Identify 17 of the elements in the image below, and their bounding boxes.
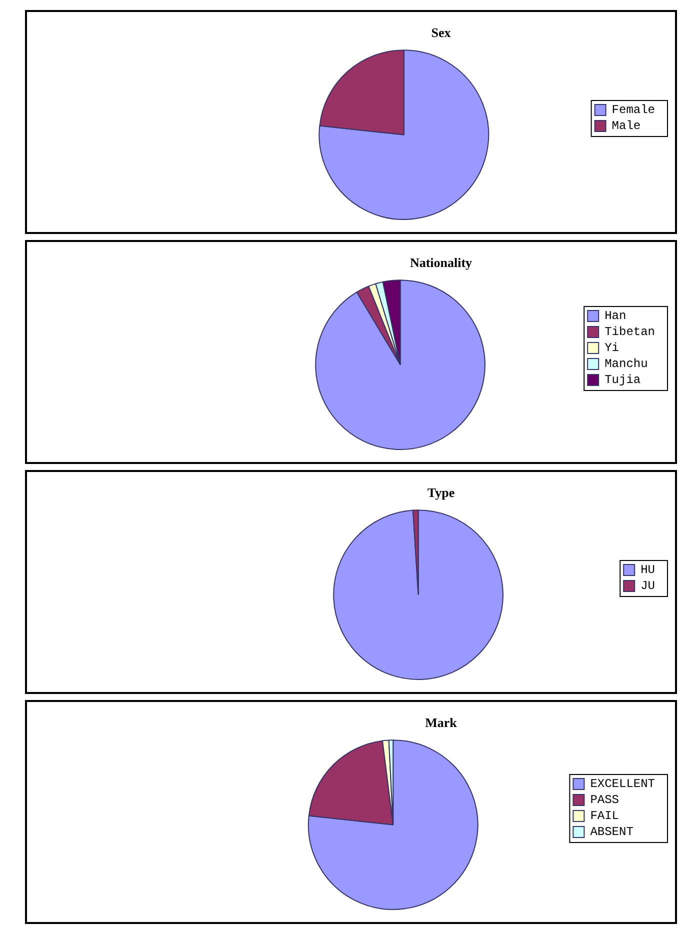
legend-label: Han [604,309,626,324]
legend-label: EXCELLENT [590,777,655,792]
legend-label: PASS [590,793,619,808]
legend-label: JU [640,579,656,594]
chart-title: Type [427,485,455,500]
legend-label: Male [612,119,641,134]
legend-label: HU [640,563,656,578]
legend-label: FAIL [590,809,619,824]
chart-title: Nationality [410,255,473,270]
legend-label: Tujia [604,373,641,388]
legend-label: Yi [604,341,619,356]
chart-title: Mark [425,715,458,730]
legend-label: Tibetan [604,325,656,340]
legend-label: Female [612,103,656,118]
legend-label: Manchu [604,357,648,372]
chart-title: Sex [431,25,452,40]
legend-label: ABSENT [590,825,634,840]
